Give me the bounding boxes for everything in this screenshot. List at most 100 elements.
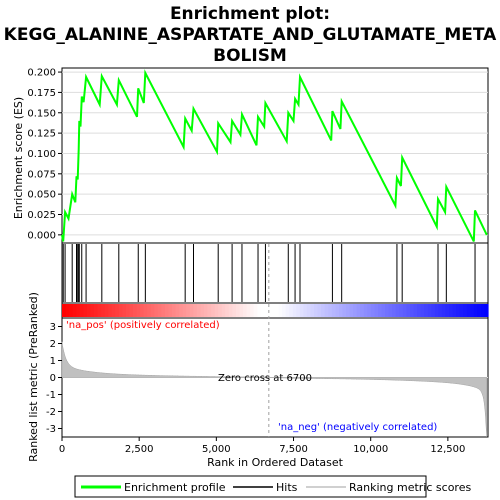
gradient-segment xyxy=(140,304,145,317)
es-y-gridlines xyxy=(62,71,488,236)
rank-color-gradient-bar xyxy=(62,304,489,317)
es-y-tick-label: 0.150 xyxy=(27,108,56,119)
gradient-segment xyxy=(136,304,141,317)
rank-x-tick-label: 2,500 xyxy=(125,444,154,455)
rank-x-axis-ticks: 0 2,500 5,000 7,500 10,000 12,500 xyxy=(59,437,465,455)
gradient-segment xyxy=(427,304,432,317)
gradient-segment xyxy=(235,304,241,317)
gradient-segment xyxy=(239,304,244,317)
es-panel-frame xyxy=(61,67,489,244)
pos-correlated-label: 'na_pos' (positively correlated) xyxy=(66,320,220,331)
gradient-segment xyxy=(470,304,475,317)
es-y-tick-label: 0.100 xyxy=(27,149,56,160)
gradient-segment xyxy=(381,304,386,317)
gradient-segment xyxy=(409,304,415,317)
gradient-segment xyxy=(356,304,361,317)
gradient-segment xyxy=(90,304,95,317)
hit-markers xyxy=(62,244,476,302)
gradient-segment xyxy=(466,304,471,317)
gradient-segment xyxy=(406,304,411,317)
es-y-tick-label: 0.175 xyxy=(27,88,56,99)
gradient-segment xyxy=(150,304,155,317)
legend-ranking-label: Ranking metric scores xyxy=(349,481,471,494)
gradient-segment xyxy=(402,304,407,317)
gradient-segment xyxy=(448,304,454,317)
gradient-segment xyxy=(267,304,273,317)
gradient-segment xyxy=(360,304,365,317)
gradient-segment xyxy=(168,304,173,317)
rank-y-tick-label: 3 xyxy=(50,322,56,333)
gradient-segment xyxy=(456,304,461,317)
gradient-segment xyxy=(306,304,312,317)
gradient-segment xyxy=(385,304,390,317)
gradient-segment xyxy=(186,304,191,317)
gradient-segment xyxy=(349,304,354,317)
ranking-metric-area xyxy=(61,341,488,438)
gradient-segment xyxy=(86,304,91,317)
gradient-segment xyxy=(285,304,290,317)
gradient-segment xyxy=(157,304,162,317)
gradient-segment xyxy=(189,304,194,317)
rank-x-axis-label: Rank in Ordered Dataset xyxy=(207,456,344,469)
chart-title-line-1: Enrichment plot: xyxy=(170,4,330,24)
gradient-segment xyxy=(367,304,372,317)
gradient-segment xyxy=(164,304,170,317)
gradient-segment xyxy=(353,304,358,317)
gradient-segment xyxy=(218,304,223,317)
gradient-segment xyxy=(182,304,187,317)
gradient-segment xyxy=(214,304,219,317)
gradient-segment xyxy=(147,304,152,317)
chart-title-line-2: KEGG_ALANINE_ASPARTATE_AND_GLUTAMATE_MET… xyxy=(4,25,498,45)
gradient-segment xyxy=(314,304,319,317)
zero-cross-label: Zero cross at 6700 xyxy=(218,373,312,384)
gradient-segment xyxy=(225,304,230,317)
legend: Enrichment profile Hits Ranking metric s… xyxy=(74,475,471,498)
gradient-segment xyxy=(101,304,106,317)
hits-panel-frame xyxy=(61,242,489,304)
gradient-segment xyxy=(211,304,216,317)
rank-y-axis-label: Ranked list metric (PreRanked) xyxy=(27,292,40,462)
gradient-segment xyxy=(179,304,184,317)
rank-x-tick-label: 5,000 xyxy=(202,444,231,455)
gradient-segment xyxy=(72,304,77,317)
gradient-segment xyxy=(299,304,304,317)
es-y-tick-label: 0.075 xyxy=(27,169,56,180)
gradient-segment xyxy=(243,304,248,317)
gradient-segment xyxy=(445,304,450,317)
gradient-segment xyxy=(328,304,333,317)
gradient-segment xyxy=(317,304,322,317)
gradient-segment xyxy=(204,304,209,317)
chart-title-line-3: BOLISM xyxy=(213,46,287,66)
es-y-axis-ticks: 0.000 0.025 0.050 0.075 0.100 0.125 0.150 0.175… xyxy=(27,68,62,241)
gradient-segment xyxy=(289,304,294,317)
gradient-segment xyxy=(392,304,397,317)
legend-enrichment-label: Enrichment profile xyxy=(124,481,226,494)
gradient-segment xyxy=(459,304,464,317)
gradient-segment xyxy=(193,304,198,317)
gradient-segment xyxy=(79,304,84,317)
gradient-segment xyxy=(441,304,446,317)
gradient-segment xyxy=(438,304,443,317)
gradient-segment xyxy=(424,304,429,317)
gradient-segment xyxy=(388,304,393,317)
gradient-segment xyxy=(228,304,233,317)
gradient-segment xyxy=(363,304,368,317)
gradient-segment xyxy=(250,304,255,317)
rank-x-tick-label: 12,500 xyxy=(430,444,465,455)
rank-y-tick-label: -3 xyxy=(46,424,56,435)
gradient-segment xyxy=(395,304,400,317)
gradient-segment xyxy=(65,304,70,317)
gradient-segment xyxy=(62,304,67,317)
gradient-segment xyxy=(200,304,205,317)
gradient-segment xyxy=(370,304,375,317)
gradient-segment xyxy=(115,304,120,317)
gradient-segment xyxy=(108,304,113,317)
rank-y-tick-label: -2 xyxy=(46,407,56,418)
rank-y-tick-label: 1 xyxy=(50,356,56,367)
gradient-segment xyxy=(83,304,88,317)
gradient-segment xyxy=(196,304,202,317)
rank-y-axis-ticks: 3 2 1 0 -1 -2 -3 xyxy=(46,322,62,435)
gradient-segment xyxy=(303,304,308,317)
gradient-segment xyxy=(473,304,478,317)
gradient-segment xyxy=(232,304,237,317)
